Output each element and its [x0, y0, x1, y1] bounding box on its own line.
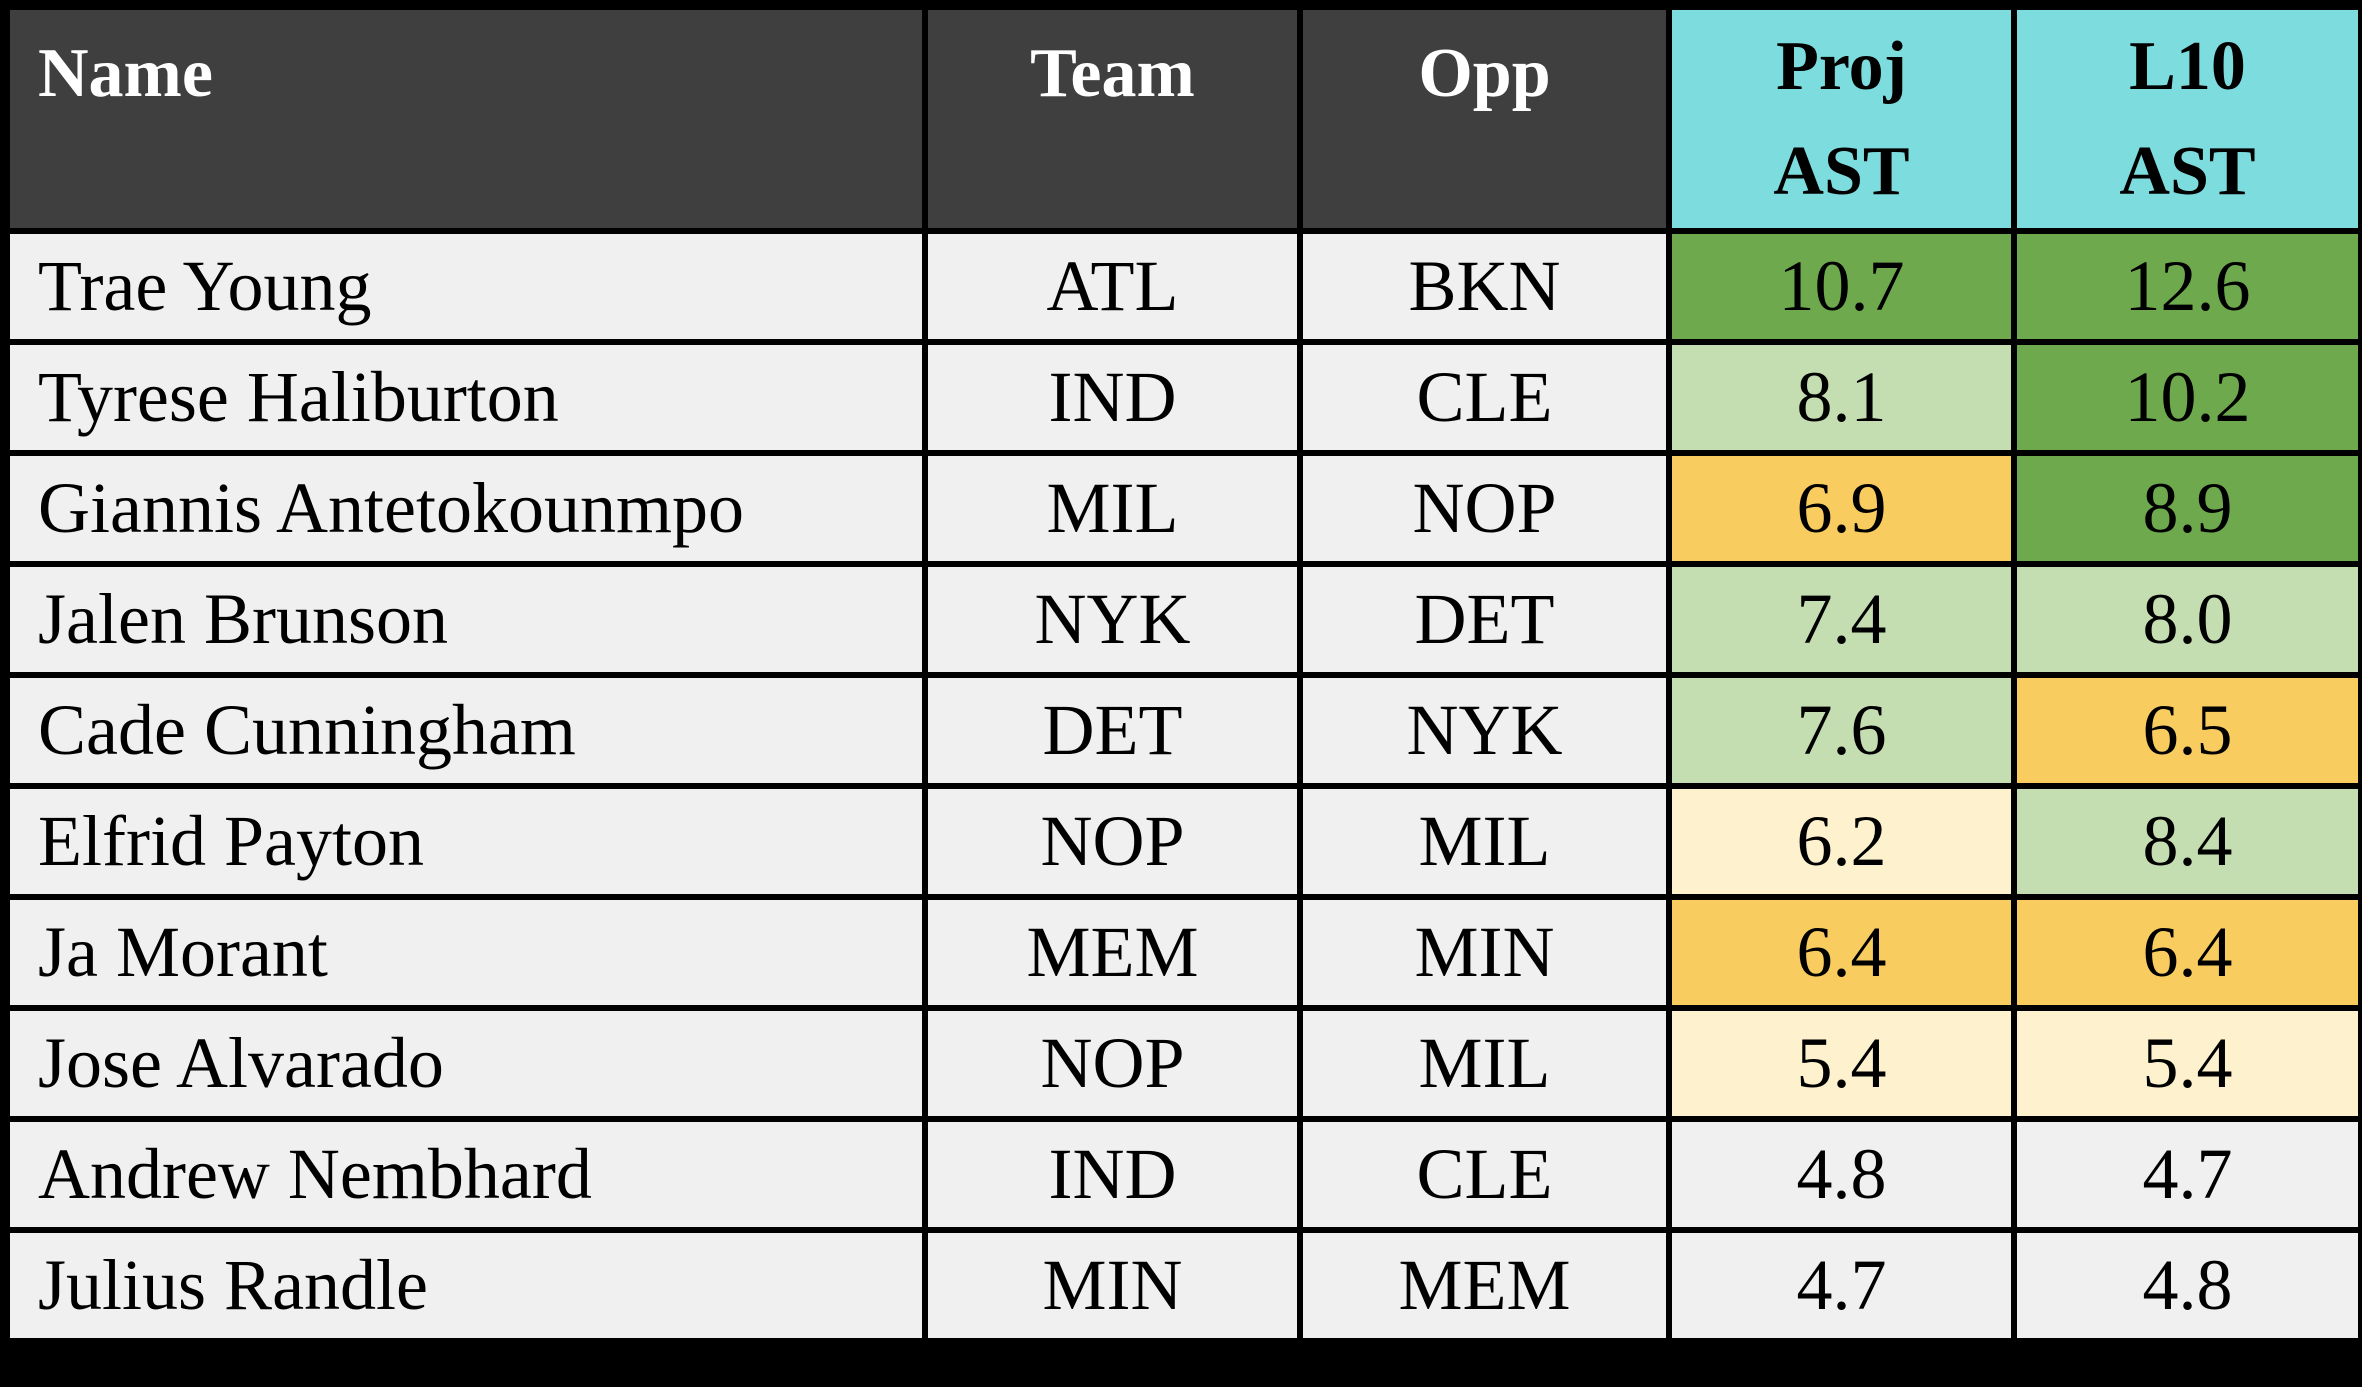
header-proj-ast-line2: AST — [1773, 133, 1910, 210]
l10-ast-value: 8.9 — [2011, 450, 2362, 567]
player-name: Jalen Brunson — [4, 561, 928, 678]
table-row: Trae Young ATL BKN 10.7 12.6 — [4, 228, 2362, 345]
l10-ast-value: 6.5 — [2011, 672, 2362, 789]
team-cell: IND — [922, 339, 1303, 456]
header-team: Team — [922, 4, 1303, 234]
team-cell: MIL — [922, 450, 1303, 567]
team-cell: DET — [922, 672, 1303, 789]
opp-cell: CLE — [1297, 339, 1672, 456]
opp-cell: MIN — [1297, 894, 1672, 1011]
player-name: Trae Young — [4, 228, 928, 345]
table-row: Giannis Antetokounmpo MIL NOP 6.9 8.9 — [4, 450, 2362, 567]
l10-ast-value: 8.4 — [2011, 783, 2362, 900]
player-name: Tyrese Haliburton — [4, 339, 928, 456]
proj-ast-value: 5.4 — [1666, 1005, 2017, 1122]
opp-cell: BKN — [1297, 228, 1672, 345]
proj-ast-value: 6.9 — [1666, 450, 2017, 567]
header-l10-ast-line1: L10 — [2129, 28, 2246, 105]
l10-ast-value: 12.6 — [2011, 228, 2362, 345]
assists-projection-table: Name Team Opp Proj AST L10 AST Trae Youn… — [4, 4, 2362, 1344]
table-row: Julius Randle MIN MEM 4.7 4.8 — [4, 1227, 2362, 1344]
l10-ast-value: 10.2 — [2011, 339, 2362, 456]
table-row: Elfrid Payton NOP MIL 6.2 8.4 — [4, 783, 2362, 900]
header-row: Name Team Opp Proj AST L10 AST — [4, 4, 2362, 234]
table-row: Cade Cunningham DET NYK 7.6 6.5 — [4, 672, 2362, 789]
proj-ast-value: 4.8 — [1666, 1116, 2017, 1233]
table-row: Jose Alvarado NOP MIL 5.4 5.4 — [4, 1005, 2362, 1122]
opp-cell: NOP — [1297, 450, 1672, 567]
team-cell: NOP — [922, 783, 1303, 900]
l10-ast-value: 4.7 — [2011, 1116, 2362, 1233]
team-cell: NYK — [922, 561, 1303, 678]
player-name: Julius Randle — [4, 1227, 928, 1344]
opp-cell: NYK — [1297, 672, 1672, 789]
team-cell: NOP — [922, 1005, 1303, 1122]
proj-ast-value: 4.7 — [1666, 1227, 2017, 1344]
l10-ast-value: 6.4 — [2011, 894, 2362, 1011]
opp-cell: CLE — [1297, 1116, 1672, 1233]
team-cell: MEM — [922, 894, 1303, 1011]
proj-ast-value: 6.4 — [1666, 894, 2017, 1011]
table-row: Jalen Brunson NYK DET 7.4 8.0 — [4, 561, 2362, 678]
player-name: Ja Morant — [4, 894, 928, 1011]
header-l10-ast-line2: AST — [2119, 133, 2256, 210]
header-proj-ast: Proj AST — [1666, 4, 2017, 234]
proj-ast-value: 8.1 — [1666, 339, 2017, 456]
opp-cell: MEM — [1297, 1227, 1672, 1344]
header-opp: Opp — [1297, 4, 1672, 234]
player-name: Cade Cunningham — [4, 672, 928, 789]
l10-ast-value: 5.4 — [2011, 1005, 2362, 1122]
l10-ast-value: 8.0 — [2011, 561, 2362, 678]
header-l10-ast: L10 AST — [2011, 4, 2362, 234]
team-cell: MIN — [922, 1227, 1303, 1344]
header-name: Name — [4, 4, 928, 234]
proj-ast-value: 10.7 — [1666, 228, 2017, 345]
opp-cell: MIL — [1297, 1005, 1672, 1122]
team-cell: ATL — [922, 228, 1303, 345]
team-cell: IND — [922, 1116, 1303, 1233]
table-row: Andrew Nembhard IND CLE 4.8 4.7 — [4, 1116, 2362, 1233]
opp-cell: MIL — [1297, 783, 1672, 900]
header-proj-ast-line1: Proj — [1776, 28, 1907, 105]
proj-ast-value: 7.6 — [1666, 672, 2017, 789]
player-name: Andrew Nembhard — [4, 1116, 928, 1233]
l10-ast-value: 4.8 — [2011, 1227, 2362, 1344]
player-name: Elfrid Payton — [4, 783, 928, 900]
table-row: Ja Morant MEM MIN 6.4 6.4 — [4, 894, 2362, 1011]
player-name: Jose Alvarado — [4, 1005, 928, 1122]
player-name: Giannis Antetokounmpo — [4, 450, 928, 567]
proj-ast-value: 6.2 — [1666, 783, 2017, 900]
table-row: Tyrese Haliburton IND CLE 8.1 10.2 — [4, 339, 2362, 456]
opp-cell: DET — [1297, 561, 1672, 678]
proj-ast-value: 7.4 — [1666, 561, 2017, 678]
